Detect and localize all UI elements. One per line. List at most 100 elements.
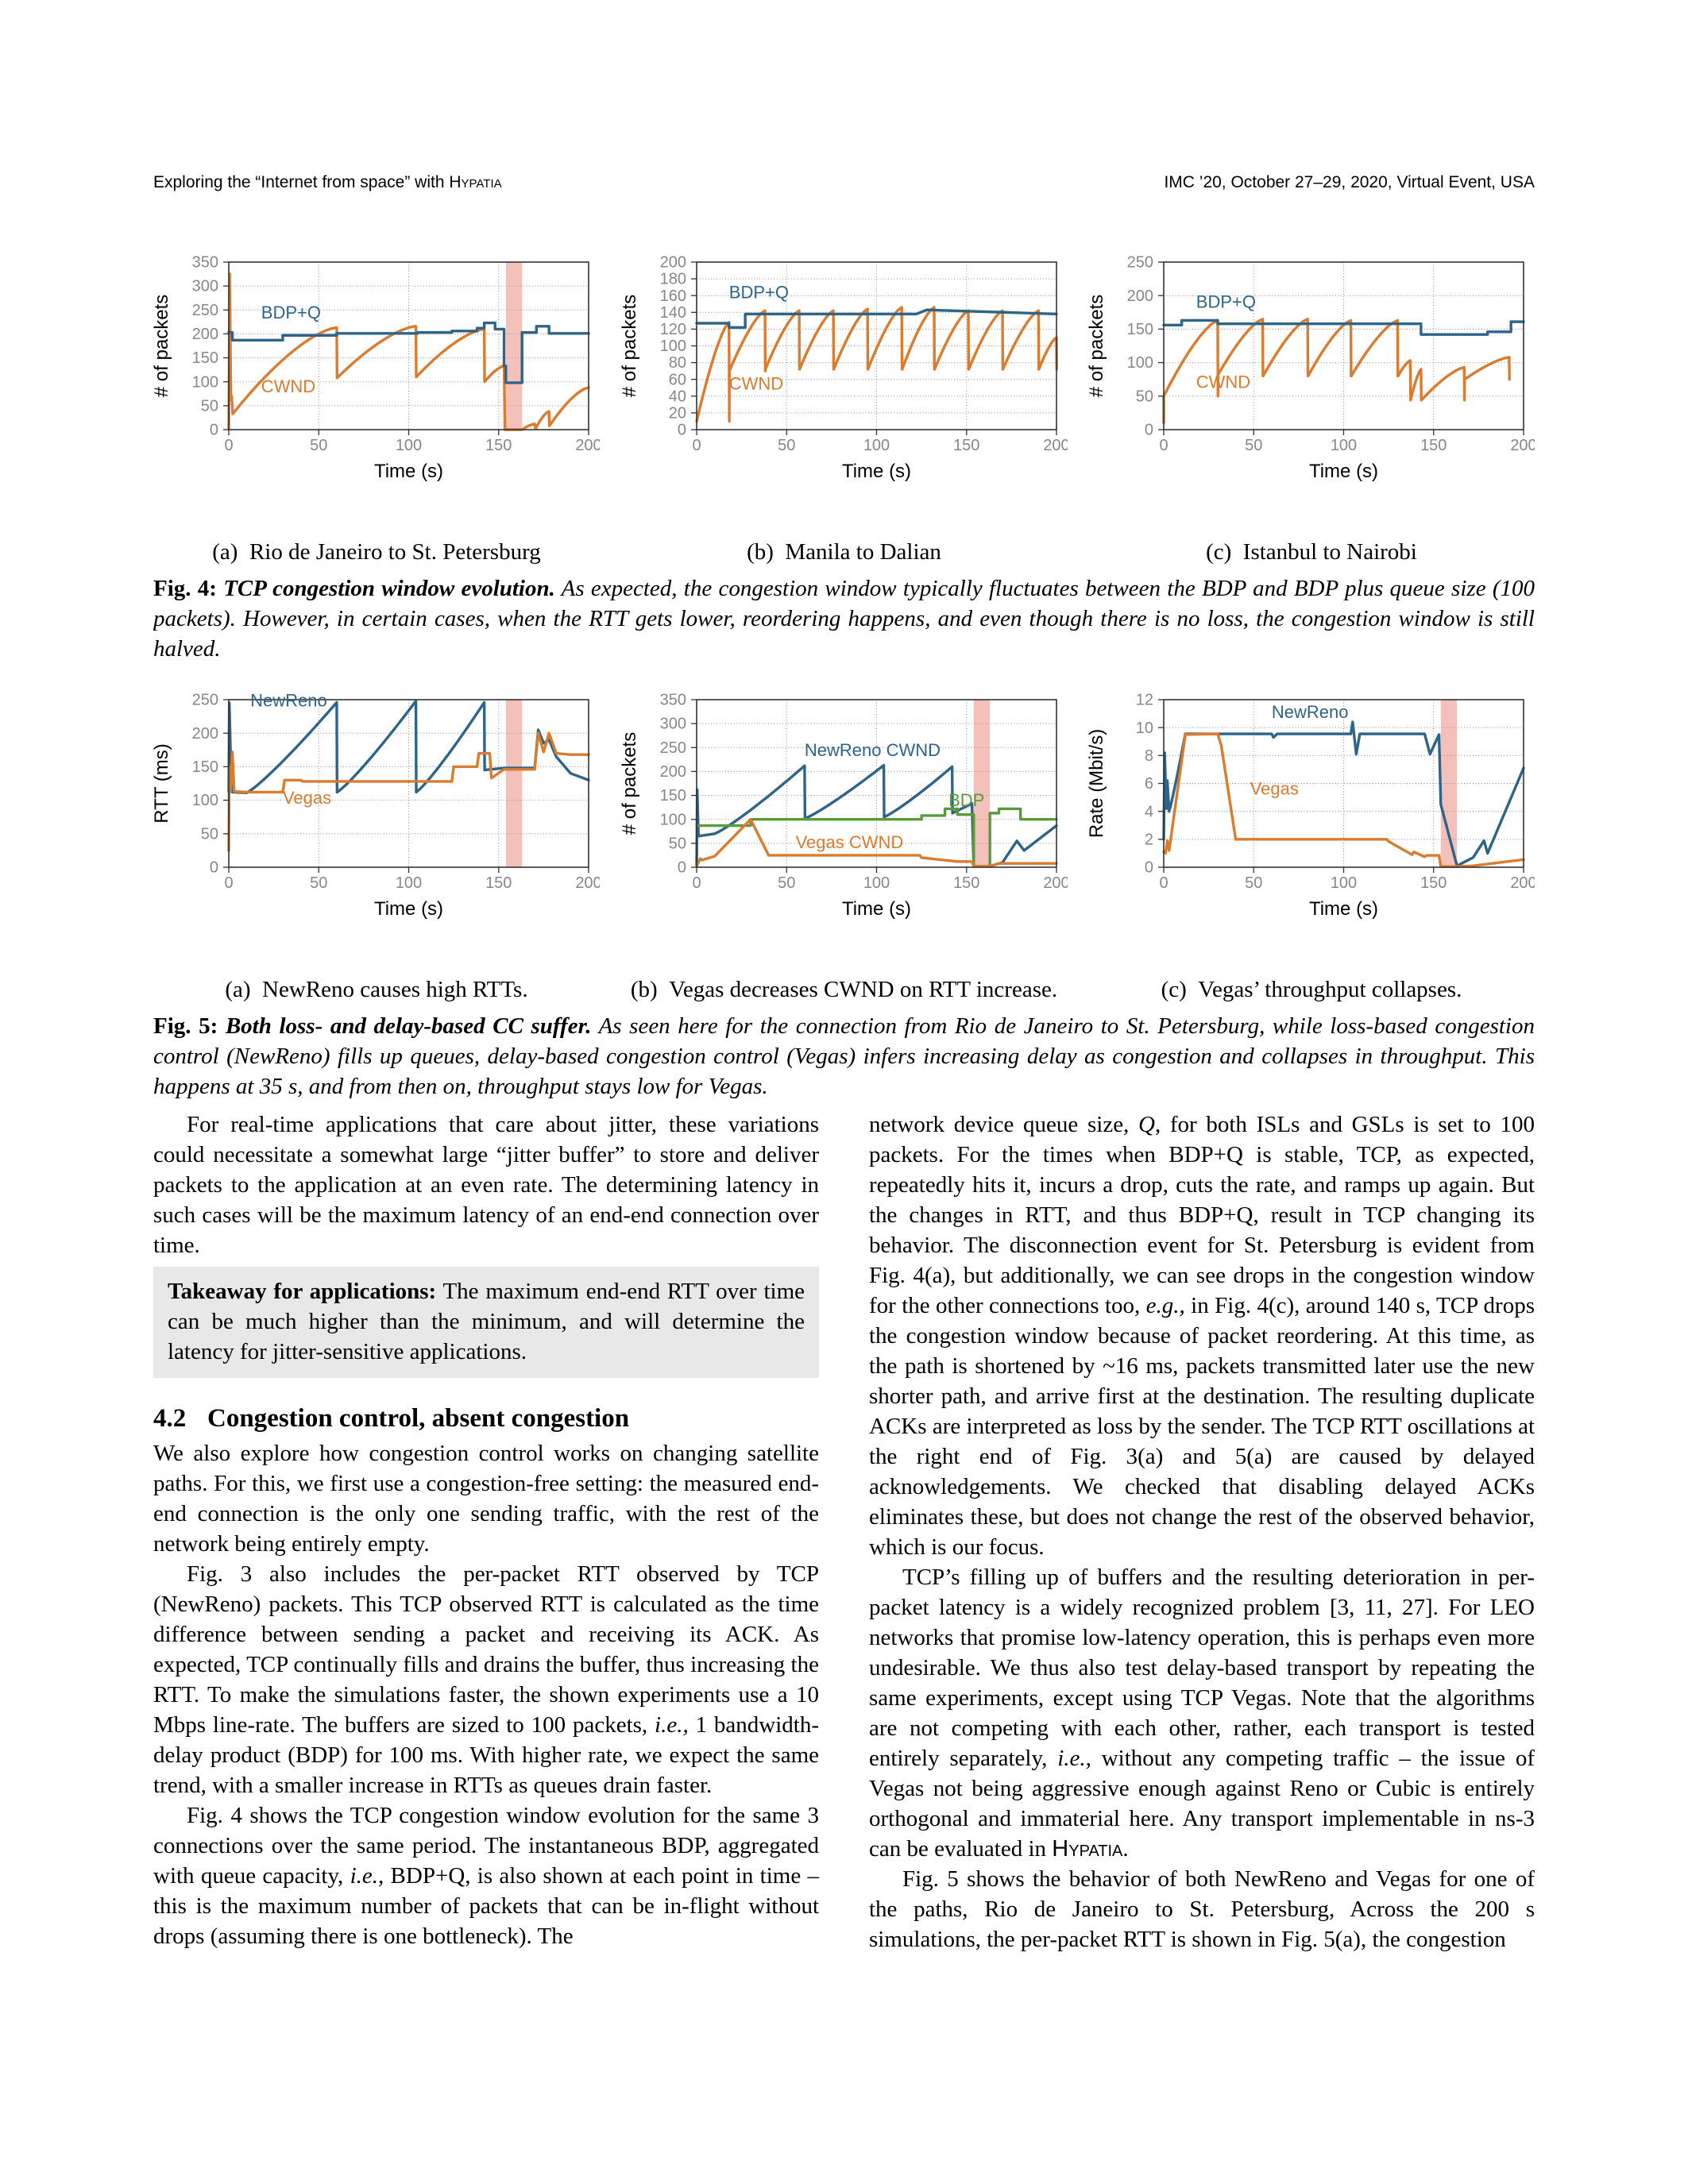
- svg-text:Time (s): Time (s): [841, 898, 910, 920]
- svg-text:50: 50: [778, 874, 795, 892]
- svg-text:150: 150: [659, 787, 686, 805]
- svg-text:350: 350: [192, 254, 218, 272]
- svg-text:0: 0: [1145, 859, 1153, 877]
- svg-text:50: 50: [1136, 388, 1153, 405]
- svg-text:0: 0: [1159, 437, 1168, 454]
- svg-text:50: 50: [778, 437, 795, 454]
- svg-text:50: 50: [201, 397, 218, 415]
- svg-text:250: 250: [192, 692, 218, 709]
- svg-text:150: 150: [485, 874, 512, 892]
- svg-text:Vegas: Vegas: [1250, 779, 1299, 799]
- svg-text:0: 0: [692, 874, 701, 892]
- svg-text:0: 0: [224, 874, 233, 892]
- svg-text:200: 200: [192, 326, 218, 343]
- svg-text:# of packets: # of packets: [621, 732, 640, 835]
- svg-text:Time (s): Time (s): [1309, 461, 1378, 482]
- svg-text:150: 150: [485, 437, 512, 454]
- svg-text:CWND: CWND: [728, 373, 782, 393]
- svg-text:NewReno CWND: NewReno CWND: [804, 740, 940, 760]
- svg-text:50: 50: [1245, 874, 1262, 892]
- svg-text:0: 0: [210, 422, 218, 439]
- svg-text:NewReno: NewReno: [250, 690, 327, 710]
- svg-text:50: 50: [1245, 437, 1262, 454]
- svg-text:100: 100: [863, 874, 889, 892]
- svg-text:200: 200: [1043, 874, 1068, 892]
- svg-text:BDP+Q: BDP+Q: [728, 282, 788, 302]
- svg-text:# of packets: # of packets: [1088, 295, 1107, 397]
- svg-text:0: 0: [677, 422, 686, 439]
- svg-text:200: 200: [192, 725, 218, 743]
- svg-text:0: 0: [692, 437, 701, 454]
- svg-text:CWND: CWND: [1196, 372, 1250, 392]
- svg-text:200: 200: [575, 874, 600, 892]
- svg-text:300: 300: [659, 716, 686, 733]
- svg-text:150: 150: [192, 758, 218, 776]
- svg-text:# of packets: # of packets: [153, 295, 172, 397]
- svg-text:20: 20: [668, 405, 686, 423]
- svg-text:10: 10: [1136, 720, 1153, 737]
- svg-text:Time (s): Time (s): [1309, 898, 1378, 920]
- svg-text:200: 200: [1127, 287, 1153, 305]
- svg-text:160: 160: [659, 287, 686, 305]
- svg-text:0: 0: [210, 859, 218, 877]
- svg-text:40: 40: [668, 388, 686, 405]
- svg-text:100: 100: [396, 874, 422, 892]
- svg-text:100: 100: [659, 811, 686, 828]
- svg-text:120: 120: [659, 321, 686, 338]
- svg-text:150: 150: [953, 437, 979, 454]
- svg-text:50: 50: [310, 874, 327, 892]
- svg-text:6: 6: [1145, 775, 1153, 793]
- svg-text:CWND: CWND: [261, 376, 315, 396]
- svg-text:8: 8: [1145, 747, 1153, 765]
- svg-text:200: 200: [575, 437, 600, 454]
- svg-text:150: 150: [192, 349, 218, 367]
- svg-text:200: 200: [659, 763, 686, 781]
- svg-text:350: 350: [659, 692, 686, 709]
- svg-text:100: 100: [192, 792, 218, 809]
- svg-text:Rate (Mbit/s): Rate (Mbit/s): [1088, 729, 1107, 838]
- svg-text:Vegas: Vegas: [283, 788, 331, 808]
- svg-text:100: 100: [863, 437, 889, 454]
- svg-text:200: 200: [659, 254, 686, 272]
- svg-text:BDP+Q: BDP+Q: [261, 303, 321, 322]
- svg-text:0: 0: [1159, 874, 1168, 892]
- svg-text:BDP: BDP: [948, 790, 984, 810]
- svg-text:140: 140: [659, 304, 686, 322]
- svg-text:100: 100: [396, 437, 422, 454]
- svg-text:250: 250: [1127, 254, 1153, 272]
- svg-text:250: 250: [659, 739, 686, 757]
- svg-text:Time (s): Time (s): [841, 461, 910, 482]
- svg-text:100: 100: [1127, 354, 1153, 372]
- svg-text:100: 100: [1331, 437, 1357, 454]
- svg-text:0: 0: [1145, 422, 1153, 439]
- svg-text:300: 300: [192, 278, 218, 295]
- svg-text:Vegas CWND: Vegas CWND: [795, 832, 903, 852]
- svg-text:2: 2: [1145, 831, 1153, 848]
- svg-text:Time (s): Time (s): [374, 461, 443, 482]
- svg-text:200: 200: [1043, 437, 1068, 454]
- svg-text:100: 100: [192, 373, 218, 391]
- svg-text:200: 200: [1510, 874, 1535, 892]
- svg-text:0: 0: [677, 859, 686, 877]
- svg-text:150: 150: [1127, 321, 1153, 338]
- svg-text:250: 250: [192, 302, 218, 319]
- svg-text:100: 100: [659, 338, 686, 355]
- svg-text:100: 100: [1331, 874, 1357, 892]
- svg-text:50: 50: [201, 825, 218, 843]
- svg-text:50: 50: [310, 437, 327, 454]
- svg-text:Time (s): Time (s): [374, 898, 443, 920]
- svg-text:NewReno: NewReno: [1272, 702, 1349, 722]
- svg-text:RTT (ms): RTT (ms): [153, 743, 172, 823]
- svg-text:200: 200: [1510, 437, 1535, 454]
- svg-text:150: 150: [1420, 437, 1447, 454]
- svg-text:0: 0: [224, 437, 233, 454]
- svg-text:180: 180: [659, 271, 686, 288]
- svg-text:BDP+Q: BDP+Q: [1196, 291, 1256, 311]
- svg-text:80: 80: [668, 354, 686, 372]
- svg-text:150: 150: [1420, 874, 1447, 892]
- svg-text:# of packets: # of packets: [621, 295, 640, 397]
- svg-text:60: 60: [668, 371, 686, 388]
- svg-text:12: 12: [1136, 692, 1153, 709]
- svg-text:150: 150: [953, 874, 979, 892]
- svg-text:50: 50: [668, 835, 686, 852]
